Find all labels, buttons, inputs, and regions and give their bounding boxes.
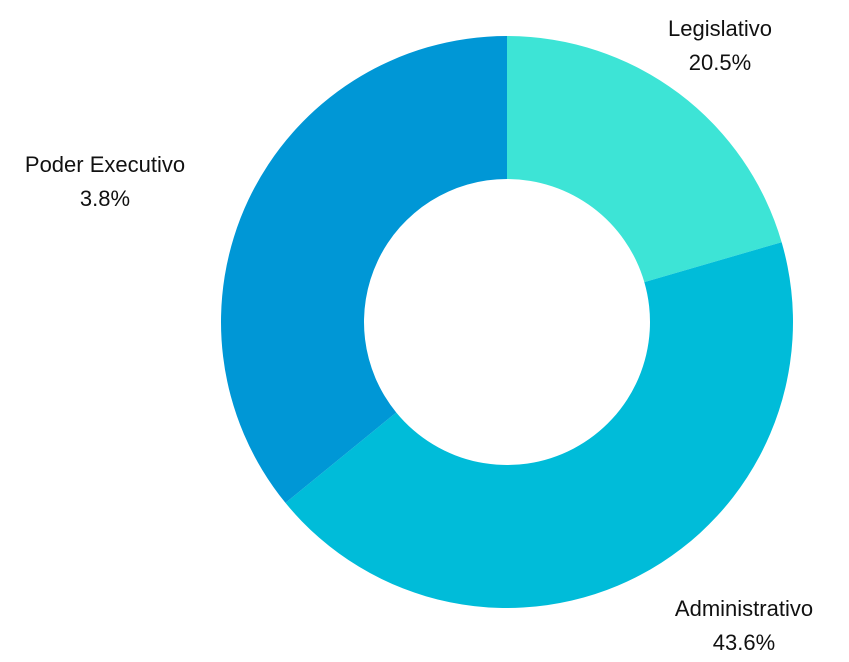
label-legislativo-name: Legislativo — [668, 16, 772, 41]
label-poder-executivo-value: 3.8% — [79, 186, 131, 211]
label-administrativo-value: 43.6% — [712, 630, 776, 655]
slice-administrativo — [285, 242, 793, 608]
label-administrativo-name: Administrativo — [674, 596, 814, 621]
label-legislativo-value: 20.5% — [688, 50, 752, 75]
label-poder-executivo-name: Poder Executivo — [24, 152, 186, 177]
label-poder-executivo: Poder Executivo 3.8% — [0, 148, 210, 216]
slice-legislativo — [507, 36, 782, 283]
label-administrativo: Administrativo 43.6% — [654, 592, 834, 660]
slice-poder-executivo — [220, 36, 507, 503]
label-legislativo: Legislativo 20.5% — [640, 12, 800, 80]
